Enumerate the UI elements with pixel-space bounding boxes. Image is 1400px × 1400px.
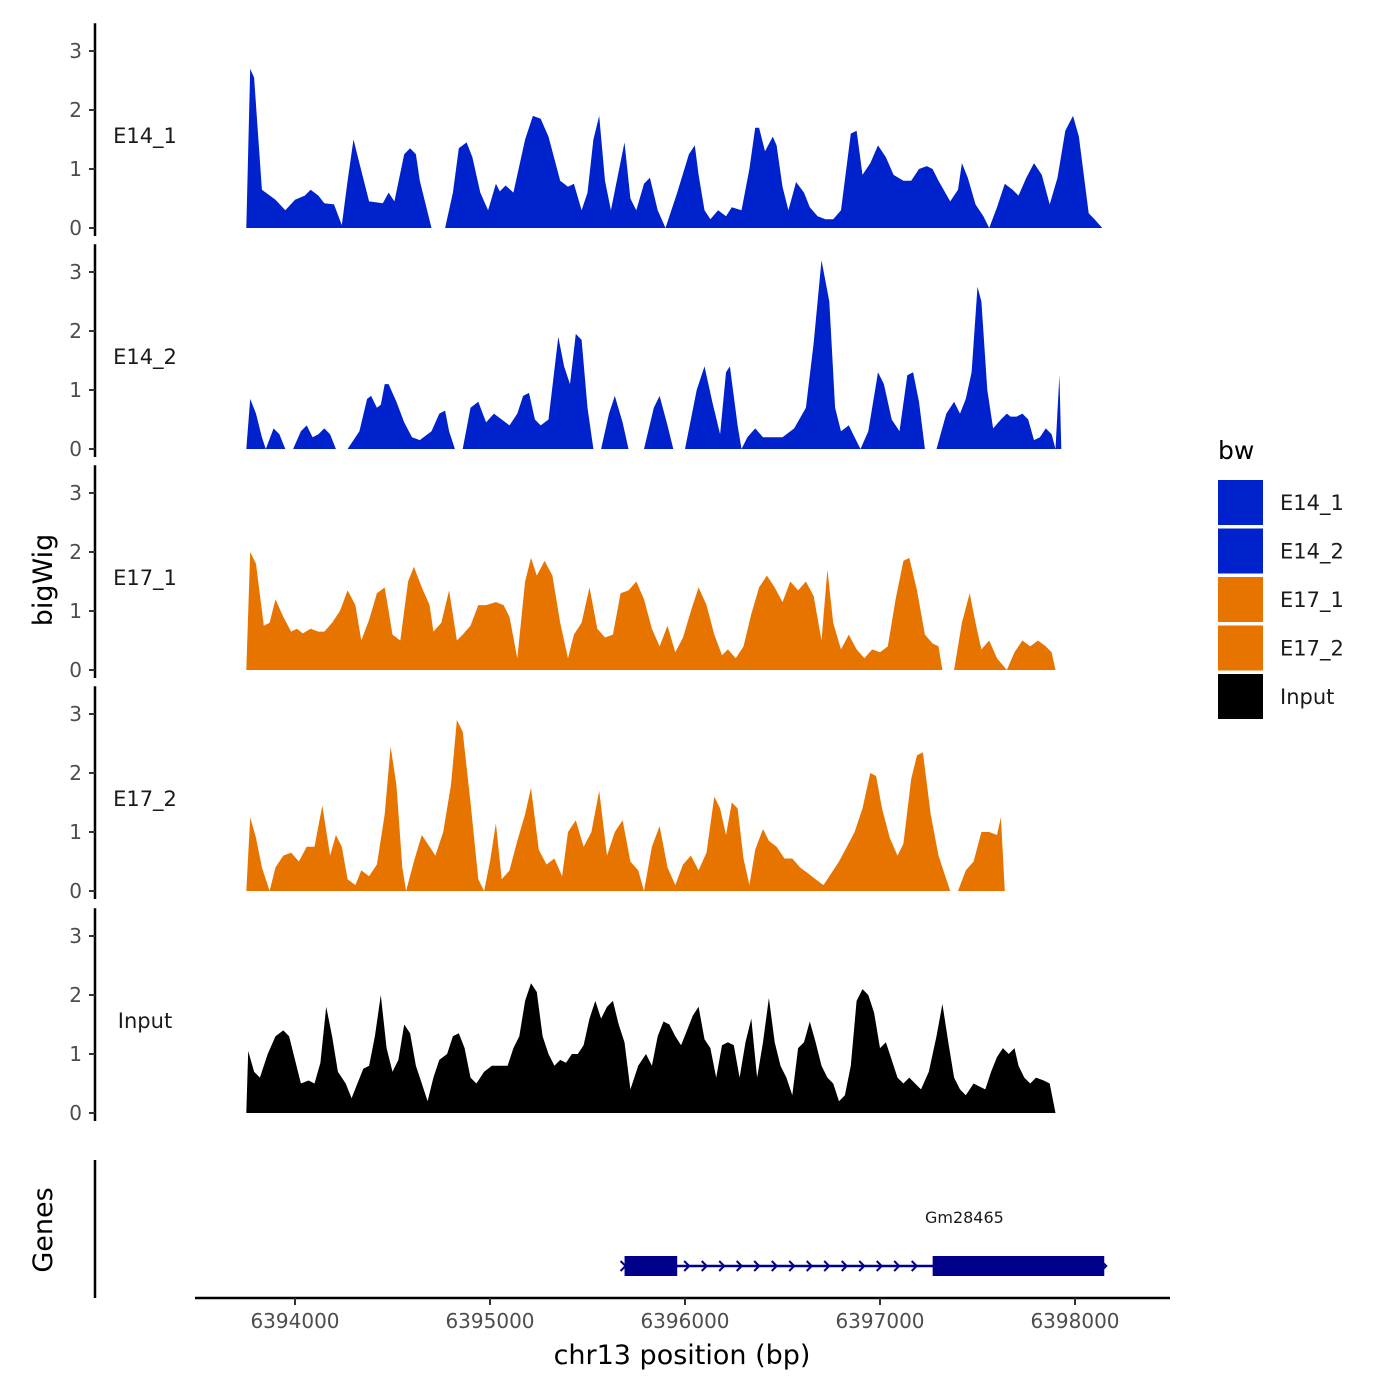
signal-area-E14_1 xyxy=(246,68,1103,228)
signal-tracks: 0 1 2 3 E14_1 0 1 2 3 E14_2 0 1 2 3 E17_1 0 1 2 3 E17_2 0 1 2 3… xyxy=(69,23,1103,1125)
y-tick-label: 0 xyxy=(69,216,82,240)
strand-arrow xyxy=(823,1260,831,1272)
y-tick-label: 1 xyxy=(69,378,82,402)
y-tick-label: 2 xyxy=(69,983,82,1007)
y-tick-label: 2 xyxy=(69,761,82,785)
y-tick-label: 3 xyxy=(69,702,82,726)
strand-arrow xyxy=(700,1260,709,1272)
legend-label: E17_2 xyxy=(1280,637,1344,662)
track-E17_2: 0 1 2 3 E17_2 xyxy=(69,686,1005,903)
track-label: E17_1 xyxy=(113,566,177,591)
y-tick-label: 3 xyxy=(69,39,82,63)
strand-arrow xyxy=(805,1260,814,1272)
signal-area-E17_1 xyxy=(246,552,1056,670)
legend-swatch-E17_1 xyxy=(1218,577,1263,622)
signal-area-Input xyxy=(246,983,1056,1113)
track-label: E14_2 xyxy=(113,345,177,370)
x-tick-label: 6394000 xyxy=(250,1309,339,1333)
gene-exon xyxy=(932,1256,1105,1276)
legend-label: Input xyxy=(1280,685,1334,709)
y-tick-label: 2 xyxy=(69,540,82,564)
y-tick-label: 2 xyxy=(69,98,82,122)
track-E14_1: 0 1 2 3 E14_1 xyxy=(69,23,1103,240)
track-E17_1: 0 1 2 3 E17_1 xyxy=(69,465,1056,682)
track-E14_2: 0 1 2 3 E14_2 xyxy=(69,244,1062,461)
y-tick-label: 0 xyxy=(69,1101,82,1125)
strand-arrow xyxy=(753,1260,761,1272)
strand-arrow xyxy=(858,1260,866,1272)
y-tick-label: 0 xyxy=(69,658,82,682)
x-axis: 6394000 6395000 6396000 6397000 6398000 xyxy=(195,1296,1170,1333)
y-tick-label: 1 xyxy=(69,1042,82,1066)
track-label: E14_1 xyxy=(113,124,177,149)
signal-area-E17_2 xyxy=(246,719,1005,891)
track-Input: 0 1 2 3 Input xyxy=(69,908,1056,1125)
y-tick-label: 0 xyxy=(69,437,82,461)
strand-arrow xyxy=(840,1260,849,1272)
y-tick-label: 1 xyxy=(69,599,82,623)
legend-label: E14_1 xyxy=(1280,491,1344,516)
strand-arrow xyxy=(770,1260,779,1272)
strand-arrow xyxy=(718,1260,726,1272)
y-tick-label: 1 xyxy=(69,820,82,844)
legend-label: E17_1 xyxy=(1280,588,1344,613)
strand-arrow xyxy=(735,1260,744,1272)
y-tick-label: 3 xyxy=(69,924,82,948)
y-tick-label: 0 xyxy=(69,879,82,903)
track-label: Input xyxy=(118,1009,172,1033)
strand-arrow xyxy=(910,1260,919,1272)
strand-arrow xyxy=(893,1260,901,1272)
gene-exon xyxy=(624,1256,678,1276)
legend-swatch-Input xyxy=(1218,674,1263,719)
y-axis-title: bigWig xyxy=(28,534,59,627)
x-tick-label: 6395000 xyxy=(445,1309,534,1333)
gene-track: Gm28465 xyxy=(93,1160,1108,1298)
strand-arrow xyxy=(788,1260,796,1272)
legend-label: E14_2 xyxy=(1280,540,1344,565)
track-label: E17_2 xyxy=(113,787,177,812)
legend-title: bw xyxy=(1218,436,1254,465)
strand-arrow xyxy=(875,1260,884,1272)
gene-name-label: Gm28465 xyxy=(925,1208,1004,1227)
y-tick-label: 3 xyxy=(69,260,82,284)
y-tick-label: 2 xyxy=(69,319,82,343)
legend: bw E14_1 E14_2 E17_1 E17_2 Input xyxy=(1218,436,1344,719)
legend-swatch-E14_2 xyxy=(1218,528,1263,574)
x-tick-label: 6396000 xyxy=(640,1309,729,1333)
legend-swatch-E14_1 xyxy=(1218,480,1263,525)
x-axis-title: chr13 position (bp) xyxy=(554,1340,811,1371)
y-tick-label: 1 xyxy=(69,157,82,181)
signal-area-E14_2 xyxy=(246,260,1062,449)
x-tick-label: 6398000 xyxy=(1030,1309,1119,1333)
strand-arrow xyxy=(683,1260,691,1272)
legend-swatch-E17_2 xyxy=(1218,625,1263,671)
y-tick-label: 3 xyxy=(69,481,82,505)
x-tick-label: 6397000 xyxy=(835,1309,924,1333)
genes-axis-title: Genes xyxy=(28,1187,59,1272)
